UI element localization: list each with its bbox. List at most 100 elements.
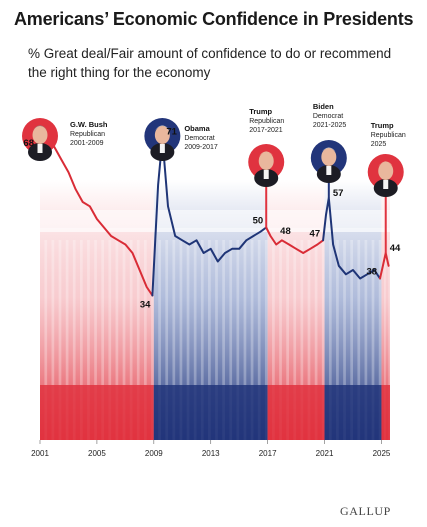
president-party-5: Republican [371, 132, 406, 139]
column-stripe [165, 240, 169, 440]
data-label-38: 38 [366, 267, 377, 278]
portrait-shirt [263, 170, 269, 179]
column-stripe [51, 240, 55, 440]
x-tick-label-2017: 2017 [259, 449, 277, 458]
column-stripe [193, 240, 197, 440]
president-party-1: Republican [70, 131, 105, 138]
column-stripe [279, 240, 282, 440]
column-stripe [222, 240, 225, 440]
term-base [324, 385, 382, 440]
president-years-5: 2025 [371, 141, 387, 148]
portrait-face [258, 152, 274, 170]
portrait-shirt [37, 144, 43, 153]
portrait-shirt [383, 180, 389, 189]
column-stripe [115, 240, 119, 440]
column-stripe [378, 240, 382, 440]
x-tick-label-2001: 2001 [31, 449, 49, 458]
portrait-face [154, 126, 170, 144]
column-stripe [272, 240, 275, 440]
column-stripe [144, 240, 147, 440]
x-tick-label-2021: 2021 [316, 449, 334, 458]
x-tick-label-2005: 2005 [88, 449, 106, 458]
column-stripe [384, 240, 386, 440]
term-band-5 [381, 180, 390, 440]
x-tick-label-2013: 2013 [202, 449, 220, 458]
president-portrait-5 [367, 154, 404, 197]
column-stripe [371, 240, 375, 440]
column-stripe [286, 240, 289, 440]
column-stripe [58, 240, 62, 440]
data-label-71: 71 [166, 126, 177, 137]
president-name-1: G.W. Bush [70, 120, 108, 129]
column-stripe [87, 240, 90, 440]
president-name-4: Biden [313, 102, 334, 111]
portrait-face [321, 148, 337, 166]
president-portrait-3 [248, 144, 285, 187]
chart-subtitle: % Great deal/Fair amount of confidence t… [28, 46, 392, 80]
x-tick-label-2009: 2009 [145, 449, 163, 458]
series-line-5 [379, 252, 390, 280]
series-line-3 [265, 226, 325, 254]
column-stripe [101, 240, 105, 440]
column-stripe [229, 240, 233, 440]
column-stripe [215, 240, 218, 440]
x-tick-label-2025: 2025 [373, 449, 391, 458]
column-stripe [65, 240, 69, 440]
data-label-44: 44 [390, 243, 401, 254]
column-stripe [94, 240, 97, 440]
data-label-48: 48 [280, 226, 291, 237]
column-stripe [328, 240, 332, 440]
data-label-34: 34 [140, 300, 151, 311]
portrait-shirt [159, 144, 165, 153]
column-stripe [257, 240, 261, 440]
column-stripe [72, 240, 76, 440]
president-portrait-4 [310, 140, 347, 183]
building-ledge [40, 228, 390, 232]
column-stripe [300, 240, 304, 440]
president-party-3: Republican [249, 118, 284, 125]
term-base [153, 385, 268, 440]
column-stripe [136, 240, 140, 440]
portrait-hair [258, 151, 275, 157]
column-stripe [179, 240, 183, 440]
portrait-face [32, 126, 48, 144]
column-stripe [172, 240, 176, 440]
column-stripe [250, 240, 254, 440]
column-stripe [243, 240, 247, 440]
column-stripe [293, 240, 297, 440]
president-party-4: Democrat [313, 113, 343, 120]
column-stripe [208, 240, 211, 440]
gallup-logo: GALLUP [340, 504, 391, 518]
column-stripe [264, 240, 268, 440]
president-years-1: 2001-2009 [70, 140, 104, 147]
column-stripe [122, 240, 126, 440]
term-base [381, 385, 390, 440]
president-portrait-1 [22, 118, 58, 161]
data-label-57: 57 [333, 188, 344, 199]
column-stripe [79, 240, 83, 440]
column-stripe [158, 240, 161, 440]
president-name-3: Trump [249, 107, 272, 116]
president-name-2: Obama [184, 124, 210, 133]
column-stripe [236, 240, 240, 440]
column-stripe [343, 240, 346, 440]
president-years-3: 2017-2021 [249, 127, 283, 134]
portrait-face [378, 162, 394, 180]
column-stripe [350, 240, 354, 440]
column-stripe [44, 240, 48, 440]
chart-title: Americans’ Economic Confidence in Presid… [14, 9, 414, 29]
president-years-2: 2009-2017 [184, 144, 218, 151]
president-name-5: Trump [371, 121, 394, 130]
column-stripe [388, 240, 390, 440]
column-stripe [307, 240, 311, 440]
data-label-50: 50 [253, 216, 264, 227]
building-cornice [40, 210, 390, 228]
column-stripe [364, 240, 368, 440]
term-base [40, 385, 154, 440]
president-party-2: Democrat [184, 135, 214, 142]
column-stripe [129, 240, 133, 440]
president-years-4: 2021-2025 [313, 122, 347, 129]
portrait-hair [377, 161, 394, 167]
column-stripe [357, 240, 361, 440]
